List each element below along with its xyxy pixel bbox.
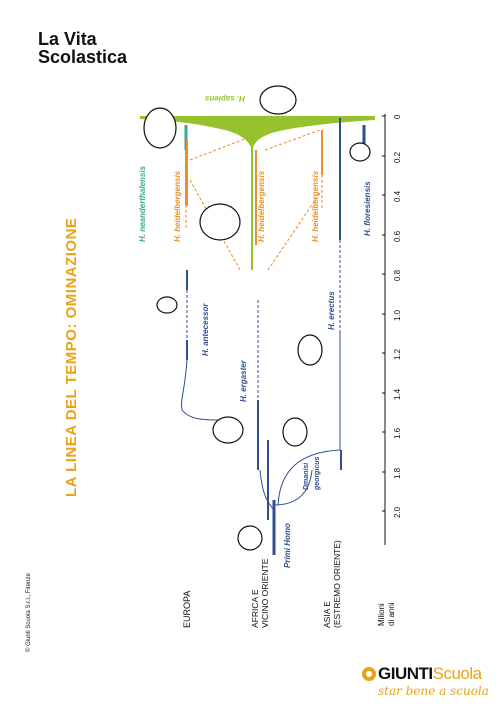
erectus-lines xyxy=(277,118,342,506)
tick-label-1.2: 1.2 xyxy=(393,348,402,360)
georgicus-label: georgicus xyxy=(314,456,321,491)
vita-scolastica-logo: La Vita Scolastica xyxy=(38,30,127,66)
erectus-label: H. erectus xyxy=(327,291,336,330)
axis-ticks xyxy=(382,115,385,512)
tick-label-2.0: 2.0 xyxy=(393,506,402,518)
antecessor-label: H. antecessor xyxy=(201,303,210,356)
tick-label-1.6: 1.6 xyxy=(393,427,402,439)
sapiens-label: H. sapiens xyxy=(204,94,245,103)
sapiens-wedge xyxy=(140,116,375,150)
skull-icon xyxy=(143,85,371,551)
tick-label-1.8: 1.8 xyxy=(393,467,402,479)
brand-name-suffix: Scuola xyxy=(432,664,482,683)
neanderthal-label: H. neanderthalensis xyxy=(138,165,147,242)
primi-homo-lines xyxy=(259,469,313,555)
brand-tagline: star bene a scuola xyxy=(378,684,489,698)
tick-label-0.6: 0.6 xyxy=(393,230,402,242)
tick-label-1.0: 1.0 xyxy=(393,309,402,321)
primi-homo-label: Primi Homo xyxy=(283,523,292,568)
axis-label-line1: Milioni xyxy=(377,603,386,626)
tick-label-0.2: 0.2 xyxy=(393,151,402,163)
giunti-scuola-brand: GIUNTIScuola star bene a scuola xyxy=(362,664,489,698)
region-label-africa-1: AFRICA E xyxy=(250,589,260,628)
antecessor-lines xyxy=(181,270,221,421)
heidelbergensis-af-label: H. heidelbergensis xyxy=(257,170,266,242)
dmanisi-label: Dmanisi xyxy=(303,462,310,490)
tick-label-0.4: 0.4 xyxy=(393,190,402,202)
heidelbergensis-lines xyxy=(185,130,323,245)
region-label-africa-2: VICINO ORIENTE xyxy=(260,558,270,628)
heidelbergensis-dashed xyxy=(185,129,323,271)
region-label-europa: EUROPA xyxy=(182,591,192,628)
giunti-logo-icon xyxy=(362,667,376,681)
ergaster-lines xyxy=(257,300,269,520)
tick-label-1.4: 1.4 xyxy=(393,388,402,400)
floresiensis-label: H. floresiensis xyxy=(363,181,372,236)
heidelbergensis-as-label: H. heidelbergensis xyxy=(311,170,320,242)
timeline-title: LA LINEA DEL TEMPO: OMINAZIONE xyxy=(63,218,80,497)
logo-line-2: Scolastica xyxy=(38,47,128,67)
tick-label-0: 0 xyxy=(393,114,402,119)
brand-name: GIUNTI xyxy=(378,664,433,683)
heidelbergensis-eu-label: H. heidelbergensis xyxy=(173,170,182,242)
axis-label-line2: di anni xyxy=(387,602,396,626)
logo-line-1: La Vita xyxy=(38,29,97,49)
region-label-asia-1: ASIA E xyxy=(322,601,332,628)
region-label-asia-2: (ESTREMO ORIENTE) xyxy=(332,540,342,628)
tick-label-0.8: 0.8 xyxy=(393,269,402,281)
ergaster-label: H. ergaster xyxy=(239,359,248,402)
